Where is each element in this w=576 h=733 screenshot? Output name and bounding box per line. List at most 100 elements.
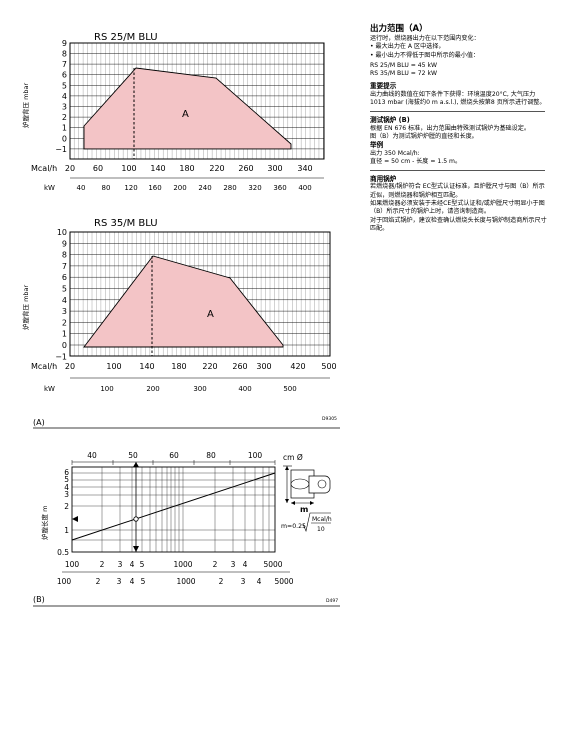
test-boiler-body: 根据 EN 676 标准，出力范围由特殊测试锅炉为基础设定。: [370, 124, 530, 132]
svg-text:9: 9: [62, 39, 67, 48]
figure-a-code: D9305: [322, 416, 337, 422]
figure-b-label: (B): [33, 595, 45, 604]
svg-text:7: 7: [62, 262, 67, 271]
mcal-ticks: 20 100 140 180 220 260 300 420 500: [65, 362, 337, 371]
svg-text:0: 0: [62, 341, 67, 350]
svg-text:140: 140: [150, 164, 165, 173]
svg-text:4: 4: [62, 296, 67, 305]
y-axis-label: 炉膛背压 mbar: [21, 284, 30, 330]
svg-text:4: 4: [130, 577, 135, 586]
svg-text:20: 20: [65, 362, 75, 371]
svg-text:8: 8: [62, 50, 67, 59]
test-boiler-title: 测试锅炉 (B): [370, 116, 410, 125]
svg-text:1000: 1000: [176, 577, 195, 586]
svg-text:5: 5: [64, 475, 69, 484]
intro-text: 运行时，燃烧器出力在以下范围内变化：: [370, 35, 480, 42]
svg-text:4: 4: [64, 483, 69, 492]
svg-text:5: 5: [62, 285, 67, 294]
svg-text:5000: 5000: [274, 577, 293, 586]
svg-text:40: 40: [77, 184, 86, 192]
svg-text:2: 2: [64, 502, 69, 511]
svg-text:4: 4: [130, 560, 135, 569]
example-power: 出力 350 Mcal/h:: [370, 149, 420, 157]
divider: [370, 170, 545, 172]
svg-text:80: 80: [206, 451, 216, 460]
test-boiler-body2: 图（B）为测试锅炉炉膛的直径和长度。: [370, 132, 478, 140]
text-column: 出力范围（A） 运行时，燃烧器出力在以下范围内变化： • 最大出力在 A 区中选…: [370, 24, 550, 233]
svg-text:220: 220: [209, 164, 224, 173]
svg-text:400: 400: [238, 385, 251, 393]
svg-text:100: 100: [121, 164, 136, 173]
svg-text:2: 2: [100, 560, 105, 569]
svg-text:2: 2: [62, 318, 67, 327]
chart-test-boiler: 40 50 60 80 100 cm Ø: [40, 451, 332, 586]
svg-text:420: 420: [290, 362, 305, 371]
important-title: 重要提示: [370, 82, 397, 91]
figure-a-label: (A): [33, 418, 45, 427]
svg-text:80: 80: [102, 184, 111, 192]
min-rs35: RS 35/M BLU = 72 kW: [370, 70, 437, 78]
chart-title: RS 35/M BLU: [94, 218, 158, 229]
svg-text:260: 260: [232, 362, 247, 371]
commercial-text-3: 对于回焰式锅炉，建议检查确认燃烧头长度与锅炉制造商所示尺寸匹配。: [370, 216, 547, 232]
svg-text:300: 300: [256, 362, 271, 371]
svg-text:240: 240: [198, 184, 211, 192]
svg-text:220: 220: [202, 362, 217, 371]
log-vgrid: [101, 467, 270, 552]
y-ticks: 65 43 21 0.5: [57, 468, 69, 557]
svg-text:50: 50: [128, 451, 138, 460]
svg-text:300: 300: [267, 164, 282, 173]
svg-text:340: 340: [297, 164, 312, 173]
svg-text:200: 200: [173, 184, 186, 192]
kw-label: kW: [44, 385, 55, 393]
svg-text:120: 120: [124, 184, 137, 192]
svg-text:400: 400: [298, 184, 311, 192]
area-label: A: [207, 309, 214, 320]
svg-text:5: 5: [140, 560, 145, 569]
svg-text:60: 60: [169, 451, 179, 460]
important-body: 出力曲线的数值在如下条件下获得：环境温度20°C, 大气压力1013 mbar …: [370, 90, 546, 107]
svg-text:3: 3: [118, 560, 123, 569]
svg-text:0.5: 0.5: [57, 548, 69, 557]
svg-text:4: 4: [62, 92, 67, 101]
kw-label: kW: [44, 184, 55, 192]
y-ticks: 98 76 54 32 10 −1: [55, 39, 67, 154]
svg-text:3: 3: [117, 577, 122, 586]
diameter-marks: [71, 460, 276, 465]
svg-text:1000: 1000: [173, 560, 192, 569]
divider: [370, 111, 545, 113]
y-axis-label: 炉膛长度 m: [40, 506, 49, 540]
svg-text:−1: −1: [55, 352, 67, 361]
mcal-label: Mcal/h: [31, 164, 57, 173]
svg-text:4: 4: [257, 577, 262, 586]
svg-text:60: 60: [93, 164, 103, 173]
formula-denominator: 10: [317, 526, 325, 533]
svg-text:6: 6: [62, 273, 67, 282]
svg-text:2: 2: [96, 577, 101, 586]
svg-text:100: 100: [248, 451, 263, 460]
svg-text:8: 8: [62, 251, 67, 260]
svg-text:200: 200: [146, 385, 159, 393]
svg-text:500: 500: [283, 385, 296, 393]
svg-text:10: 10: [57, 228, 67, 237]
example-title: 举例: [370, 141, 384, 150]
length-curve: [71, 472, 276, 541]
example-result: 直径 = 50 cm - 长度 = 1.5 m。: [370, 157, 462, 165]
commercial-title: 商用锅炉: [370, 175, 397, 184]
svg-text:260: 260: [238, 164, 253, 173]
y-axis-label: 炉膛背压 mbar: [21, 82, 30, 128]
cm-label: cm Ø: [283, 453, 303, 462]
svg-text:160: 160: [148, 184, 161, 192]
formula-numerator: Mcal/h: [312, 516, 332, 523]
svg-text:180: 180: [179, 164, 194, 173]
svg-text:320: 320: [248, 184, 261, 192]
section-heading: 出力范围（A）: [370, 24, 428, 34]
svg-text:5000: 5000: [263, 560, 282, 569]
log-grid: [71, 466, 276, 553]
svg-text:140: 140: [139, 362, 154, 371]
chart-title: RS 25/M BLU: [94, 32, 158, 43]
svg-text:40: 40: [87, 451, 97, 460]
svg-text:1: 1: [64, 526, 69, 535]
